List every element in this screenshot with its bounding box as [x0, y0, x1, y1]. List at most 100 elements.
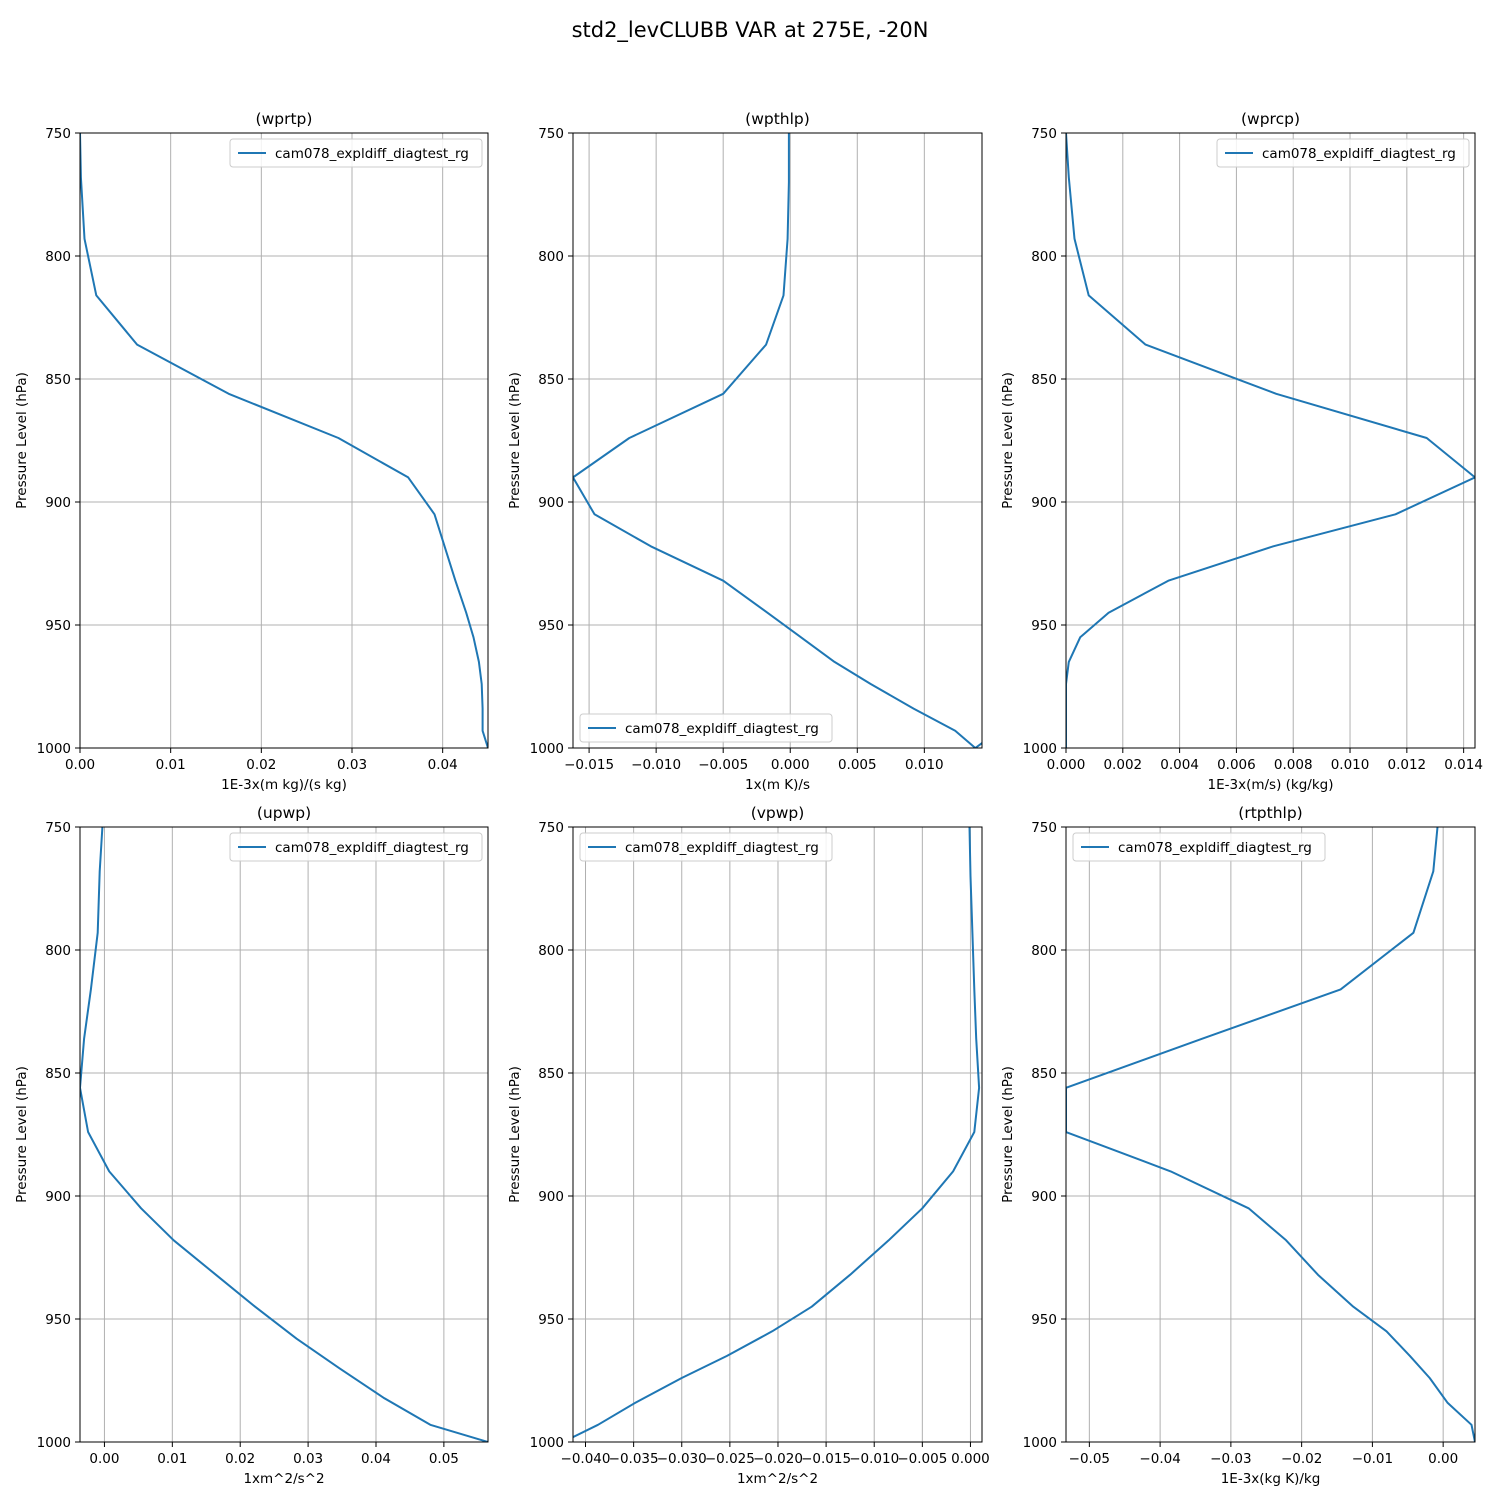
x-tick-label: 0.01 [157, 1451, 187, 1467]
x-tick-label: 0.04 [428, 757, 458, 773]
x-tick-label: 0.008 [1274, 757, 1313, 773]
x-tick-label: −0.015 [801, 1451, 851, 1467]
panel-title: (upwp) [257, 804, 311, 822]
y-tick-label: 800 [538, 943, 564, 959]
series-line-1 [573, 133, 982, 748]
y-tick-label: 950 [45, 1312, 71, 1328]
x-tick-label: 0.02 [225, 1451, 255, 1467]
legend-box [229, 832, 483, 862]
legend: cam078_expldiff_diagtest_rg [229, 832, 483, 862]
x-tick-label: −0.005 [698, 757, 748, 773]
y-tick-label: 750 [45, 820, 71, 836]
legend-box [579, 832, 833, 862]
x-tick-label: −0.04 [1139, 1451, 1180, 1467]
axes-frame [79, 826, 489, 1443]
panel-6: −0.05 −0.04 −0.03 −0.02 −0.01 0.00 750 800 850 90… [1000, 804, 1476, 1487]
y-tick-label: 750 [1031, 820, 1057, 836]
y-axis-label: Pressure Level (hPa) [507, 372, 523, 509]
panels: 0.00 0.01 0.02 0.03 0.04 750 800 850 900 950 1000 (… [14, 110, 1483, 1487]
y-tick-label: 800 [1031, 249, 1057, 265]
y-axis-label: Pressure Level (hPa) [507, 1066, 523, 1203]
axes-frame [572, 132, 983, 749]
x-tick-label: 0.00 [65, 757, 95, 773]
y-tick-label: 750 [538, 126, 564, 142]
y-tick-label: 800 [45, 249, 71, 265]
legend: cam078_expldiff_diagtest_rg [229, 138, 483, 168]
panel-2: −0.015 −0.010 −0.005 0.000 0.005 0.010 750 800 8… [507, 110, 983, 793]
x-tick-label: −0.03 [1210, 1451, 1251, 1467]
x-tick-label: 0.00 [1428, 1451, 1458, 1467]
y-tick-label: 1000 [37, 1435, 71, 1451]
legend-label: cam078_expldiff_diagtest_rg [1262, 146, 1456, 162]
y-axis-label: Pressure Level (hPa) [1000, 1066, 1016, 1203]
legend: cam078_expldiff_diagtest_rg [579, 713, 833, 743]
x-tick-label: 0.03 [337, 757, 367, 773]
x-tick-label: −0.025 [705, 1451, 755, 1467]
x-axis-label: 1E-3x(m/s) (kg/kg) [1208, 777, 1334, 793]
y-tick-label: 950 [538, 1312, 564, 1328]
x-tick-label: 0.000 [1047, 757, 1086, 773]
y-tick-label: 900 [1031, 1189, 1057, 1205]
y-tick-label: 1000 [1023, 1435, 1057, 1451]
y-tick-label: 900 [45, 495, 71, 511]
y-tick-label: 950 [1031, 1312, 1057, 1328]
x-axis-label: 1x(m K)/s [745, 777, 810, 793]
y-tick-label: 750 [1031, 126, 1057, 142]
x-tick-label: −0.05 [1069, 1451, 1110, 1467]
x-axis-label: 1E-3x(m kg)/(s kg) [221, 777, 347, 793]
series-line-1 [573, 827, 981, 1438]
x-axis-label: 1E-3x(kg K)/kg [1221, 1471, 1321, 1487]
y-tick-label: 850 [45, 372, 71, 388]
panel-title: (rtpthlp) [1238, 804, 1302, 822]
y-tick-label: 850 [1031, 372, 1057, 388]
legend: cam078_expldiff_diagtest_rg [1072, 832, 1326, 862]
y-tick-label: 750 [45, 126, 71, 142]
panel-title: (wprcp) [1241, 110, 1300, 128]
panel-1: 0.00 0.01 0.02 0.03 0.04 750 800 850 900 950 1000 (… [14, 110, 489, 793]
axes-frame [79, 132, 489, 749]
x-tick-label: −0.020 [753, 1451, 803, 1467]
legend-box [1072, 832, 1326, 862]
y-tick-label: 750 [538, 820, 564, 836]
y-tick-label: 800 [1031, 943, 1057, 959]
y-tick-label: 800 [538, 249, 564, 265]
series-line-1 [1066, 133, 1475, 748]
x-tick-label: 0.006 [1217, 757, 1256, 773]
panel-5: −0.040−0.035−0.030−0.025−0.020−0.015−0.0… [507, 804, 990, 1487]
legend-label: cam078_expldiff_diagtest_rg [625, 721, 819, 737]
legend: cam078_expldiff_diagtest_rg [1216, 138, 1470, 168]
legend-box [579, 713, 833, 743]
y-axis-label: Pressure Level (hPa) [1000, 372, 1016, 509]
x-tick-label: 0.002 [1103, 757, 1142, 773]
x-tick-label: 0.000 [771, 757, 810, 773]
panel-3: 0.000 0.002 0.004 0.006 0.008 0.010 0.012 0.014… [1000, 110, 1483, 793]
x-tick-label: −0.005 [897, 1451, 947, 1467]
x-tick-label: −0.040 [561, 1451, 611, 1467]
figure-title: std2_levCLUBB VAR at 275E, -20N [572, 18, 929, 43]
x-tick-label: −0.010 [849, 1451, 899, 1467]
x-tick-label: 0.04 [361, 1451, 391, 1467]
x-tick-label: 0.004 [1160, 757, 1199, 773]
y-axis-label: Pressure Level (hPa) [14, 372, 30, 509]
x-tick-label: 0.00 [89, 1451, 119, 1467]
x-tick-label: −0.030 [657, 1451, 707, 1467]
legend-box [229, 138, 483, 168]
panel-4: 0.00 0.01 0.02 0.03 0.04 0.05 750 800 850 900 950 1… [14, 804, 489, 1487]
axes-frame [1065, 132, 1476, 749]
y-tick-label: 850 [1031, 1066, 1057, 1082]
y-tick-label: 950 [45, 618, 71, 634]
legend-label: cam078_expldiff_diagtest_rg [625, 840, 819, 856]
axes-frame [572, 826, 983, 1443]
y-tick-label: 850 [538, 372, 564, 388]
series-line-1 [80, 133, 488, 748]
legend-box [1216, 138, 1470, 168]
panel-title: (wpthlp) [745, 110, 810, 128]
series-line-1 [80, 827, 488, 1442]
x-tick-label: −0.010 [631, 757, 681, 773]
y-tick-label: 1000 [37, 741, 71, 757]
y-tick-label: 900 [538, 1189, 564, 1205]
panel-title: (wprtp) [256, 110, 313, 128]
y-tick-label: 900 [1031, 495, 1057, 511]
y-tick-label: 850 [538, 1066, 564, 1082]
